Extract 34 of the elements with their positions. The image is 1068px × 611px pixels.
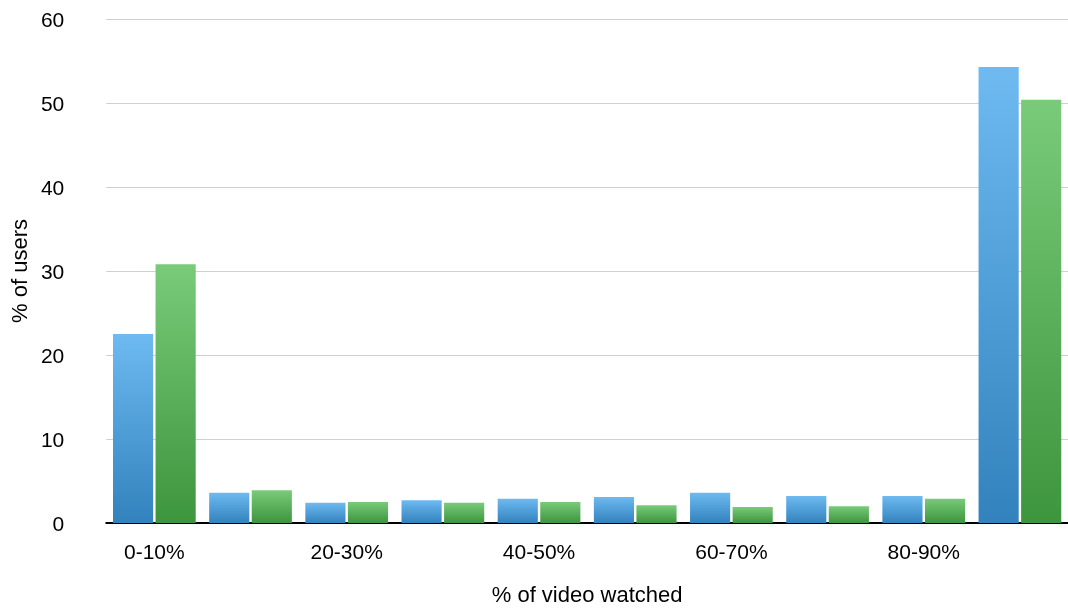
- bar: [593, 496, 635, 523]
- bar: [112, 334, 154, 523]
- y-tick-label: 50: [40, 91, 65, 115]
- bar: [636, 505, 677, 523]
- bar: [209, 492, 250, 523]
- bar: [1021, 99, 1062, 523]
- y-tick-label: 0: [52, 511, 65, 535]
- bar: [347, 502, 389, 523]
- x-tick-label: 40-50%: [502, 540, 576, 563]
- bar: [828, 506, 869, 523]
- x-tick-label: 0-10%: [123, 540, 185, 563]
- x-tick-label: 20-30%: [310, 540, 383, 563]
- y-axis-title: % of users: [6, 219, 32, 323]
- bar: [882, 496, 923, 523]
- bar: [732, 507, 773, 523]
- x-axis-title: % of video watched: [491, 581, 683, 607]
- x-tick-label: 60-70%: [695, 540, 768, 563]
- y-tick-label: 20: [40, 343, 65, 367]
- y-tick-label: 60: [40, 7, 65, 31]
- bar: [155, 264, 196, 523]
- y-tick-label: 30: [40, 259, 65, 283]
- bar: [251, 490, 292, 523]
- bar: [924, 498, 966, 523]
- bar: [786, 496, 827, 523]
- bar: [305, 502, 346, 523]
- bar: [978, 66, 1019, 523]
- bar: [497, 498, 538, 523]
- x-tick-label: 80-90%: [887, 540, 960, 563]
- bar: [540, 502, 581, 523]
- bar: [444, 502, 485, 523]
- bar: [690, 492, 731, 523]
- y-tick-label: 40: [40, 175, 65, 199]
- bar: [401, 500, 442, 523]
- y-tick-label: 10: [40, 427, 65, 451]
